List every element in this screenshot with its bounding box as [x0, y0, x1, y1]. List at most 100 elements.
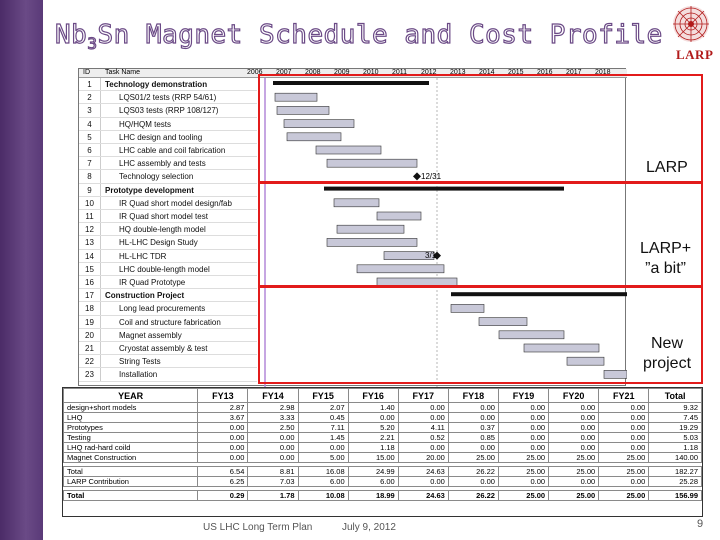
table-cell: 25.00	[497, 466, 550, 477]
table-cell: 4.11	[397, 422, 449, 433]
table-cell: 24.63	[397, 490, 449, 501]
table-cell: 1.45	[297, 432, 349, 443]
gantt-year: 2016	[537, 69, 553, 76]
table-cell: 0.00	[598, 476, 650, 487]
cost-table-header-cell: Total	[648, 388, 702, 403]
gantt-row-id: 13	[79, 236, 101, 249]
larp-plus-box	[258, 182, 703, 287]
table-cell: Total	[62, 490, 199, 501]
cost-table-header: YEAR FY13 FY14 FY15 FY16 FY17 FY18 FY19 FY20 FY21…	[62, 388, 702, 403]
table-row: Total 6.54 8.81 16.08 24.99 24.63 26.22 25.00 25…	[62, 466, 702, 477]
table-cell: 3.33	[247, 412, 299, 423]
gantt-row-name: HQ/HQM tests	[119, 119, 172, 129]
gantt-row: 12 HQ double-length model	[79, 223, 257, 237]
gantt-task-bar	[283, 119, 355, 128]
gantt-year: 2011	[392, 69, 408, 76]
table-cell: 19.29	[648, 422, 702, 433]
gantt-bars	[264, 78, 627, 387]
gantt-task-bar	[356, 264, 445, 274]
table-cell: 0.29	[197, 490, 249, 501]
gantt-row: 15 LHC double-length model	[79, 262, 257, 276]
cost-table-header-cell: FY20	[548, 388, 600, 403]
gantt-task-bar	[286, 132, 342, 142]
gantt-row-name: LQS01/2 tests (RRP 54/61)	[119, 93, 217, 103]
gantt-row-id: 2	[79, 91, 101, 104]
logo-text: LARP	[676, 47, 714, 62]
gantt-row-id: 4	[79, 117, 101, 130]
gantt-row: 2 LQS01/2 tests (RRP 54/61)	[79, 91, 257, 105]
gantt-task-bar	[326, 158, 418, 168]
gantt-row: 21 Cryostat assembly & test	[79, 342, 257, 356]
table-cell: 25.28	[648, 476, 702, 487]
table-cell: 0.00	[247, 452, 299, 463]
larp-plus-line2: ”a bit”	[645, 260, 687, 277]
page-number: 9	[697, 518, 704, 530]
cost-table-header-cell: FY13	[197, 388, 249, 403]
table-cell: 0.00	[447, 402, 499, 413]
table-cell: 25.00	[497, 452, 550, 463]
table-cell: 6.00	[297, 476, 349, 487]
gantt-milestone	[433, 251, 441, 260]
gantt-row-id: 17	[79, 289, 101, 302]
table-cell: 25.00	[598, 490, 650, 501]
new-project-label: New project	[643, 334, 691, 374]
table-cell: 0.00	[397, 442, 449, 453]
gantt-row-name: IR Quad short model design/fab	[119, 198, 232, 208]
new-project-line1: New	[651, 335, 684, 352]
gantt-row-id: 18	[79, 302, 101, 315]
table-cell: 0.00	[497, 432, 550, 443]
table-cell: 6.54	[197, 466, 249, 477]
gantt-milestone	[413, 172, 421, 181]
gantt-row: 3 LQS03 tests (RRP 108/127)	[79, 104, 257, 118]
table-cell: Testing	[62, 432, 199, 443]
table-cell: 0.52	[397, 432, 449, 443]
table-cell: 0.00	[447, 442, 499, 453]
table-cell: 0.00	[548, 422, 600, 433]
gantt-row: 18 Long lead procurements	[79, 302, 257, 316]
table-cell: 0.45	[297, 412, 349, 423]
gantt-row: 10 IR Quad short model design/fab	[79, 196, 257, 210]
gantt-row-name: Cryostat assembly & test	[119, 344, 208, 353]
gantt-row: 14 HL-LHC TDR	[79, 249, 257, 263]
gantt-row-name: String Tests	[119, 357, 161, 367]
gantt-row-id: 7	[79, 157, 101, 170]
table-cell: 0.00	[497, 412, 550, 423]
gantt-year: 2015	[508, 69, 524, 76]
gantt-task-bar	[478, 317, 528, 326]
table-cell: Magnet Construction	[62, 452, 199, 463]
gantt-row-name: LHC assembly and tests	[119, 159, 206, 169]
table-cell: 0.00	[548, 402, 600, 413]
gantt-summary-bar	[451, 292, 627, 297]
table-cell: 15.00	[347, 452, 399, 463]
table-cell: 0.00	[397, 476, 449, 487]
gantt-row-name: IR Quad short model test	[119, 212, 208, 221]
table-cell: 24.63	[397, 466, 449, 477]
gantt-row-id: 15	[79, 262, 101, 275]
larp-plus-line1: LARP+	[640, 240, 692, 257]
table-cell: 7.11	[297, 422, 349, 433]
gantt-task-bar	[333, 198, 380, 208]
gantt-row-name: LHC double-length model	[119, 264, 210, 274]
table-cell: 25.00	[548, 490, 600, 501]
gantt-row-name: IR Quad Prototype	[119, 278, 186, 287]
gantt-row-name: LHC cable and coil fabrication	[119, 146, 226, 155]
table-cell: 0.00	[598, 422, 650, 433]
table-cell: 156.99	[648, 490, 702, 501]
gantt-row-id: 10	[79, 196, 101, 209]
table-cell: Prototypes	[62, 422, 199, 433]
table-cell: 25.00	[447, 452, 499, 463]
cost-table-body: design+short models 2.87 2.98 2.07 1.40 0.00 0…	[62, 402, 702, 501]
gantt-row-id: 5	[79, 130, 101, 143]
table-cell: LHQ	[62, 412, 199, 423]
table-cell: 26.22	[447, 490, 499, 501]
gantt-row-id: 14	[79, 249, 101, 262]
cost-table-header-cell: YEAR	[62, 388, 199, 403]
table-cell: 0.00	[197, 442, 249, 453]
gantt-row-id: 8	[79, 170, 101, 183]
table-row: LARP Contribution 6.25 7.03 6.00 6.00 0.00 0.0…	[62, 476, 702, 487]
gantt-year: 2018	[595, 69, 611, 76]
gantt-name-header: Task Name	[105, 69, 141, 76]
table-cell: 0.00	[347, 412, 399, 423]
table-cell: 0.00	[598, 432, 650, 443]
gantt-row: 8 Technology selection	[79, 170, 257, 184]
